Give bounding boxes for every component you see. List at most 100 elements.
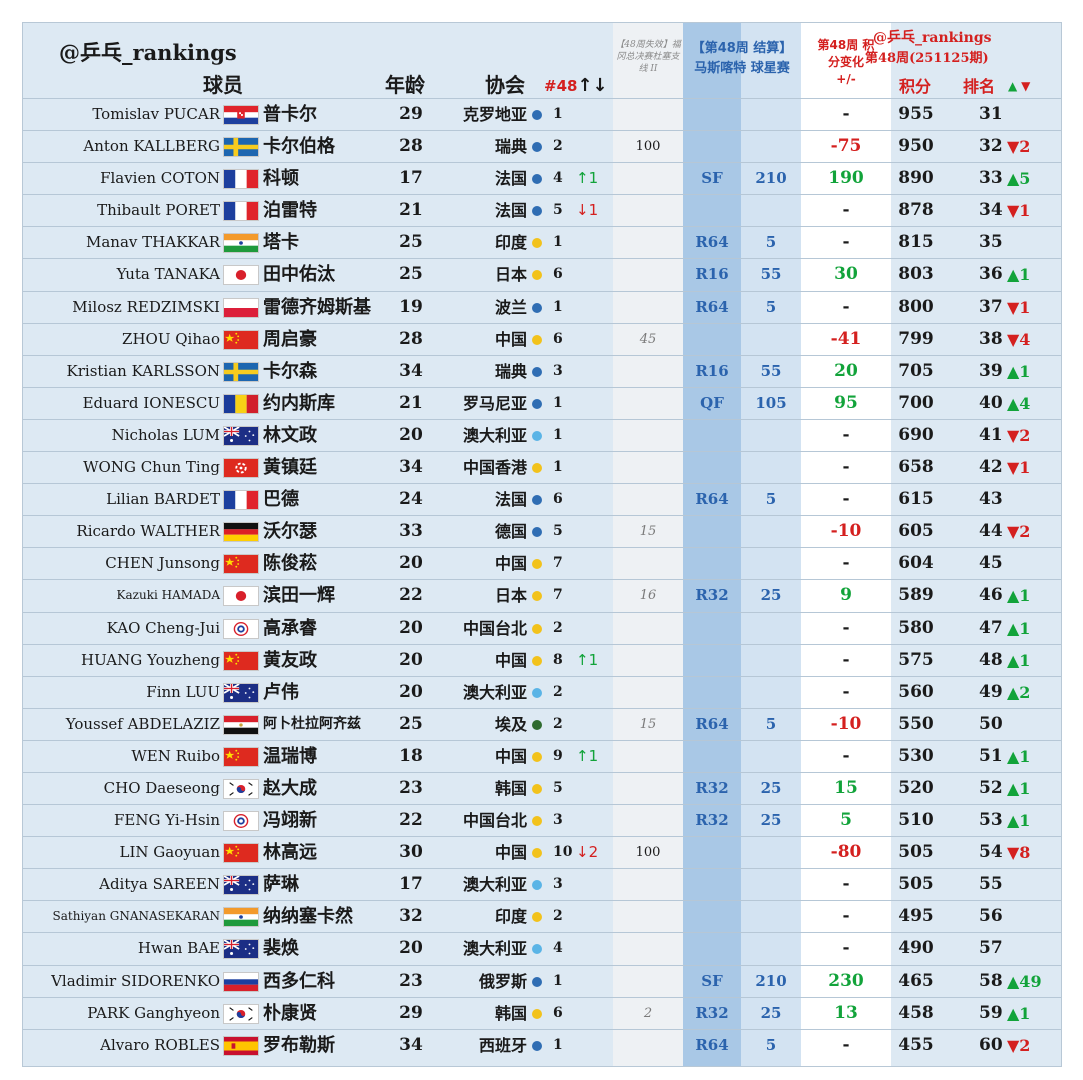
- rank-movement: ▲1: [1007, 746, 1031, 766]
- expiring-points: [613, 741, 683, 772]
- flag-icon: [223, 522, 259, 543]
- rank-number: 38: [979, 328, 1003, 349]
- player-age: 25: [399, 264, 423, 285]
- event-points: 5: [765, 233, 777, 252]
- header-seed-label: #48: [544, 77, 578, 95]
- event-round: [683, 677, 741, 708]
- points-change: 230: [828, 970, 864, 991]
- expiring-points: 15: [639, 716, 657, 732]
- rank-movement: ▼1: [1007, 201, 1031, 221]
- rank-number: 54: [979, 842, 1003, 863]
- event-round: [683, 741, 741, 772]
- flag-icon: [223, 1003, 259, 1024]
- table-row: Ricardo WALTHER 沃尔瑟 33 德国 5 15 -10 605 44 ▼2: [23, 515, 1061, 547]
- table-row: FENG Yi-Hsin 冯翊新 22 中国台北 3 R32 25 5 510 53 ▲1: [23, 804, 1061, 836]
- seed-number: 1: [553, 394, 563, 411]
- event-round: R64: [695, 297, 729, 316]
- association: 印度: [494, 907, 527, 927]
- points-change: 190: [828, 168, 864, 189]
- points-change: -10: [830, 713, 862, 734]
- table-row: Sathiyan GNANASEKARAN 纳纳塞卡然 32 印度 2 - 495 56: [23, 900, 1061, 932]
- rank-movement: ▲2: [1007, 682, 1031, 702]
- seed-number: 6: [553, 1004, 563, 1021]
- association: 瑞典: [494, 361, 527, 381]
- player-age: 22: [399, 810, 423, 831]
- association-dot-icon: [532, 687, 542, 698]
- player-name-cn: 约内斯库: [263, 392, 335, 414]
- association-dot-icon: [532, 1008, 542, 1019]
- seed-number: 2: [553, 908, 563, 925]
- expiring-points: [613, 227, 683, 258]
- header-rank: 排名: [963, 77, 996, 96]
- player-age: 23: [399, 970, 423, 991]
- header-age: 年龄: [385, 73, 425, 97]
- player-age: 21: [399, 392, 423, 413]
- table-row: Tomislav PUCAR 普卡尔 29 克罗地亚 1 - 955 31: [23, 98, 1061, 130]
- event-points: [741, 99, 801, 130]
- flag-icon: [223, 778, 259, 799]
- association-dot-icon: [532, 591, 542, 602]
- flag-icon: [223, 169, 259, 190]
- association-dot-icon: [532, 463, 542, 474]
- rank-movement: ▲5: [1007, 169, 1031, 189]
- points-change: -: [842, 553, 850, 574]
- rank-number: 53: [979, 810, 1003, 831]
- total-points: 803: [898, 264, 934, 285]
- player-name-en: Sathiyan GNANASEKARAN: [52, 909, 220, 924]
- table-row: Manav THAKKAR 塔卡 25 印度 1 R64 5 - 815 35: [23, 226, 1061, 258]
- association: 中国: [494, 650, 527, 670]
- total-points: 465: [898, 970, 934, 991]
- player-name-cn: 朴康贤: [263, 1002, 317, 1024]
- points-change: 9: [840, 585, 852, 606]
- player-name-en: Eduard IONESCU: [82, 393, 220, 412]
- association: 法国: [494, 490, 527, 510]
- header-expiring-note: 【48周失效】福冈总决赛杜塞支线 II: [615, 40, 681, 74]
- player-name-cn: 巴德: [263, 489, 299, 511]
- event-points: 5: [765, 714, 777, 733]
- player-name-en: Hwan BAE: [137, 939, 220, 958]
- total-points: 890: [898, 168, 934, 189]
- table-row: Yuta TANAKA 田中佑汰 25 日本 6 R16 55 30 803 36 ▲1: [23, 258, 1061, 290]
- seed-number: 7: [553, 555, 563, 572]
- rank-number: 42: [979, 457, 1003, 478]
- points-change: 20: [834, 360, 858, 381]
- seed-number: 10: [553, 844, 573, 861]
- player-name-cn: 林文政: [263, 424, 317, 446]
- table-row: Thibault PORET 泊雷特 21 法国 5 ↓1 - 878 34 ▼1: [23, 194, 1061, 226]
- account-handle: @乒乓_rankings: [59, 40, 237, 65]
- header-muscat-event-name: 马斯喀特 球星赛: [694, 61, 790, 76]
- event-round: [683, 837, 741, 868]
- player-age: 20: [399, 649, 423, 670]
- player-age: 19: [399, 296, 423, 317]
- total-points: 580: [898, 617, 934, 638]
- seed-number: 3: [553, 876, 563, 893]
- header-rank-arrows: ▲ ▼: [1008, 79, 1030, 93]
- association-dot-icon: [532, 110, 542, 120]
- player-age: 34: [399, 360, 423, 381]
- player-name-en: Flavien COTON: [100, 169, 220, 188]
- table-row: Milosz REDZIMSKI 雷德齐姆斯基 19 波兰 1 R64 5 - 800 37 ▼1: [23, 290, 1061, 323]
- total-points: 530: [898, 745, 934, 766]
- event-round: [683, 645, 741, 676]
- flag-icon: [223, 393, 259, 414]
- table-row: WONG Chun Ting 黄镇廷 34 中国香港 1 - 658 42 ▼1: [23, 451, 1061, 483]
- table-row: HUANG Youzheng 黄友政 20 中国 8 ↑1 - 575 48 ▲1: [23, 643, 1061, 676]
- expiring-points: 100: [635, 845, 661, 861]
- rank-movement: ▼2: [1007, 137, 1031, 157]
- association-dot-icon: [532, 559, 542, 570]
- event-round: [683, 452, 741, 483]
- player-name-cn: 卡尔伯格: [263, 136, 335, 158]
- event-points: 5: [765, 1035, 777, 1054]
- flag-icon: [223, 361, 259, 382]
- header-muscat-event: 【第48周 结算】 马斯喀特 球星赛: [683, 39, 801, 79]
- seed-number: 7: [553, 587, 563, 604]
- player-name-cn: 赵大成: [263, 777, 317, 799]
- association-dot-icon: [532, 430, 542, 441]
- association-dot-icon: [532, 398, 542, 409]
- points-change: -10: [830, 521, 862, 542]
- association: 澳大利亚: [462, 682, 527, 702]
- event-points-column: [741, 23, 801, 1066]
- rank-number: 49: [979, 681, 1003, 702]
- player-name-cn: 黄友政: [263, 649, 317, 671]
- event-points: [741, 420, 801, 451]
